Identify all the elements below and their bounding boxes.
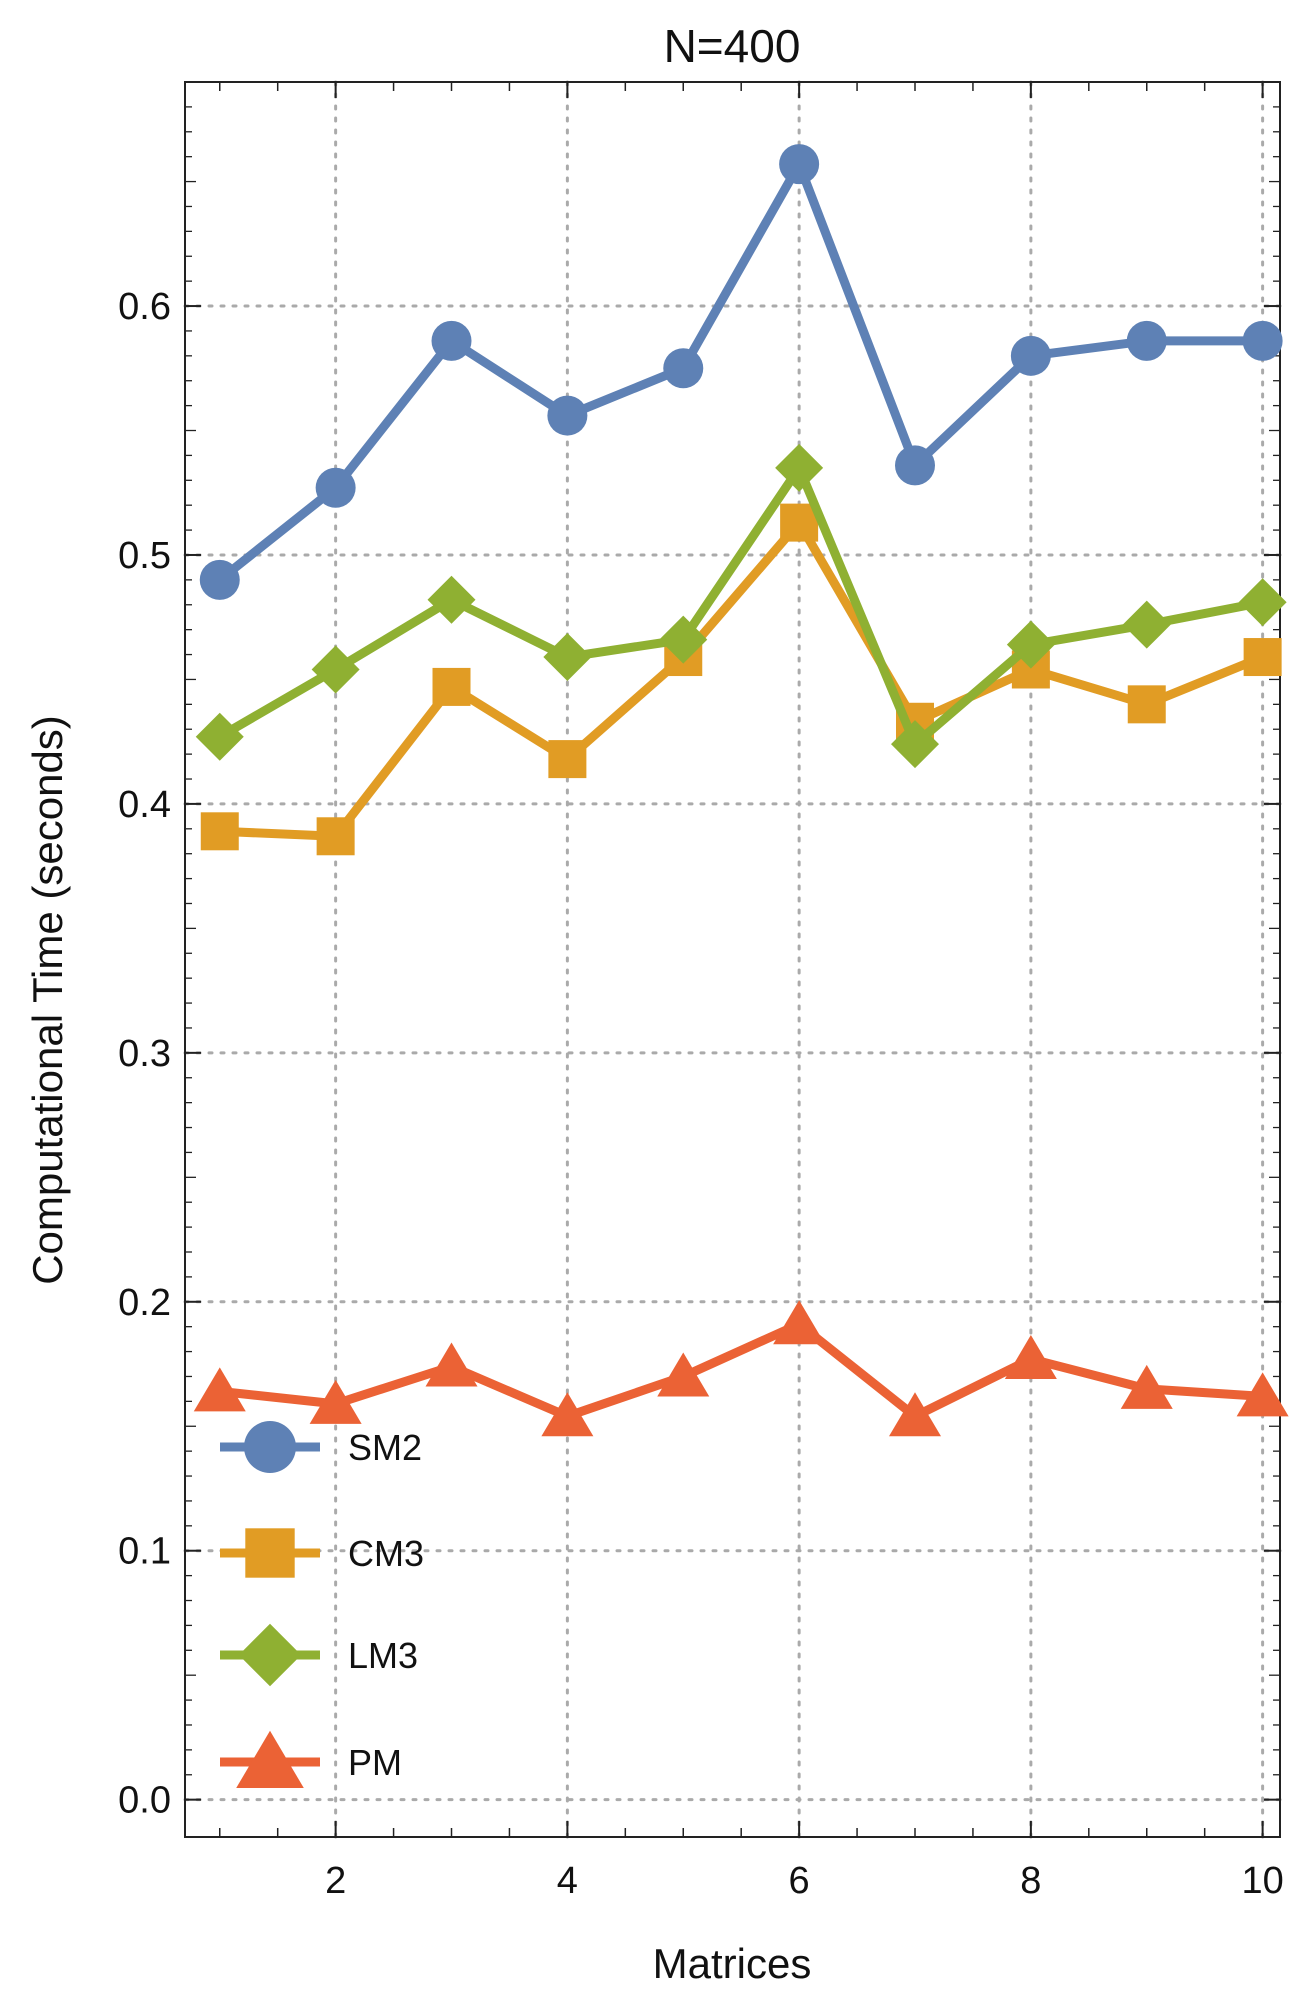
data-point-cm3 [200,812,239,851]
y-tick-label: 0.3 [118,1033,171,1075]
axis-ticks: 2 4 6 8 10 0.0 0.1 0.2 0.3 0.4 0.5 0.6 [118,82,1284,1902]
y-tick-label: 0.2 [118,1282,171,1324]
legend-swatch-marker [236,1730,304,1788]
legend-label: PM [348,1742,402,1783]
data-point-pm [1120,1364,1173,1409]
legend-label: CM3 [348,1533,424,1574]
data-point-pm [773,1300,826,1345]
legend-swatch-marker [244,1421,296,1473]
legend-entry-sm2: SM2 [220,1421,422,1473]
data-point-lm3 [195,712,244,761]
data-point-cm3 [548,740,587,779]
data-point-sm2 [1010,335,1051,376]
data-point-cm3 [780,503,819,542]
data-point-pm [1004,1335,1057,1380]
data-point-pm [1236,1372,1289,1417]
legend-swatch-marker [238,1623,302,1687]
data-point-pm [193,1367,246,1412]
data-point-lm3 [543,633,592,682]
series-line-cm3 [219,518,1265,841]
plot-frame [184,81,1281,1838]
y-tick-label: 0.6 [118,286,171,328]
data-point-sm2 [547,395,588,436]
legend-label: SM2 [348,1427,422,1468]
x-tick-label: 8 [1020,1860,1041,1902]
data-point-sm2 [663,348,704,389]
data-point-lm3 [659,615,708,664]
y-axis-title: Computational Time (seconds) [24,715,71,1285]
data-point-pm [309,1379,362,1424]
data-point-pm [657,1352,710,1397]
data-point-sm2 [199,559,240,600]
data-point-sm2 [431,320,472,361]
data-point-pm [425,1342,478,1387]
data-point-lm3 [891,720,939,769]
y-tick-label: 0.5 [118,535,171,577]
legend-entry-pm: PM [220,1730,402,1788]
data-series [193,144,1289,1437]
series-line-lm3 [217,463,1264,749]
legend: SM2 CM3 LM3 PM [220,1421,424,1788]
series-pm [193,1300,1289,1437]
data-point-sm2 [315,467,356,508]
x-tick-label: 10 [1241,1860,1283,1902]
data-point-sm2 [1126,320,1167,361]
y-tick-label: 0.0 [118,1780,171,1822]
data-point-pm [889,1392,941,1437]
data-point-lm3 [775,443,824,492]
x-axis-title: Matrices [653,1940,812,1987]
series-line-pm [219,1319,1263,1421]
data-point-lm3 [427,575,476,624]
chart-title: N=400 [664,20,801,72]
x-tick-label: 2 [325,1860,346,1902]
x-tick-label: 6 [789,1860,810,1902]
data-point-pm [541,1392,594,1437]
series-cm3 [200,503,1282,856]
legend-label: LM3 [348,1635,418,1676]
data-point-cm3 [1243,638,1282,677]
legend-swatch-marker [245,1528,295,1578]
series-line-sm2 [216,159,1263,584]
data-point-sm2 [1242,320,1283,361]
legend-entry-cm3: CM3 [220,1528,424,1578]
legend-entry-lm3: LM3 [220,1623,418,1687]
data-point-sm2 [779,144,820,185]
series-sm2 [199,144,1283,600]
data-point-sm2 [895,445,935,486]
data-point-lm3 [1006,620,1055,669]
data-point-lm3 [1238,578,1287,627]
series-lm3 [195,443,1287,769]
data-point-lm3 [311,645,360,694]
data-point-cm3 [1127,685,1166,724]
y-tick-label: 0.1 [118,1531,171,1573]
data-point-cm3 [432,667,471,706]
data-point-cm3 [316,817,355,856]
x-tick-label: 4 [557,1860,578,1902]
data-point-lm3 [1122,600,1171,649]
y-tick-label: 0.4 [118,784,171,826]
